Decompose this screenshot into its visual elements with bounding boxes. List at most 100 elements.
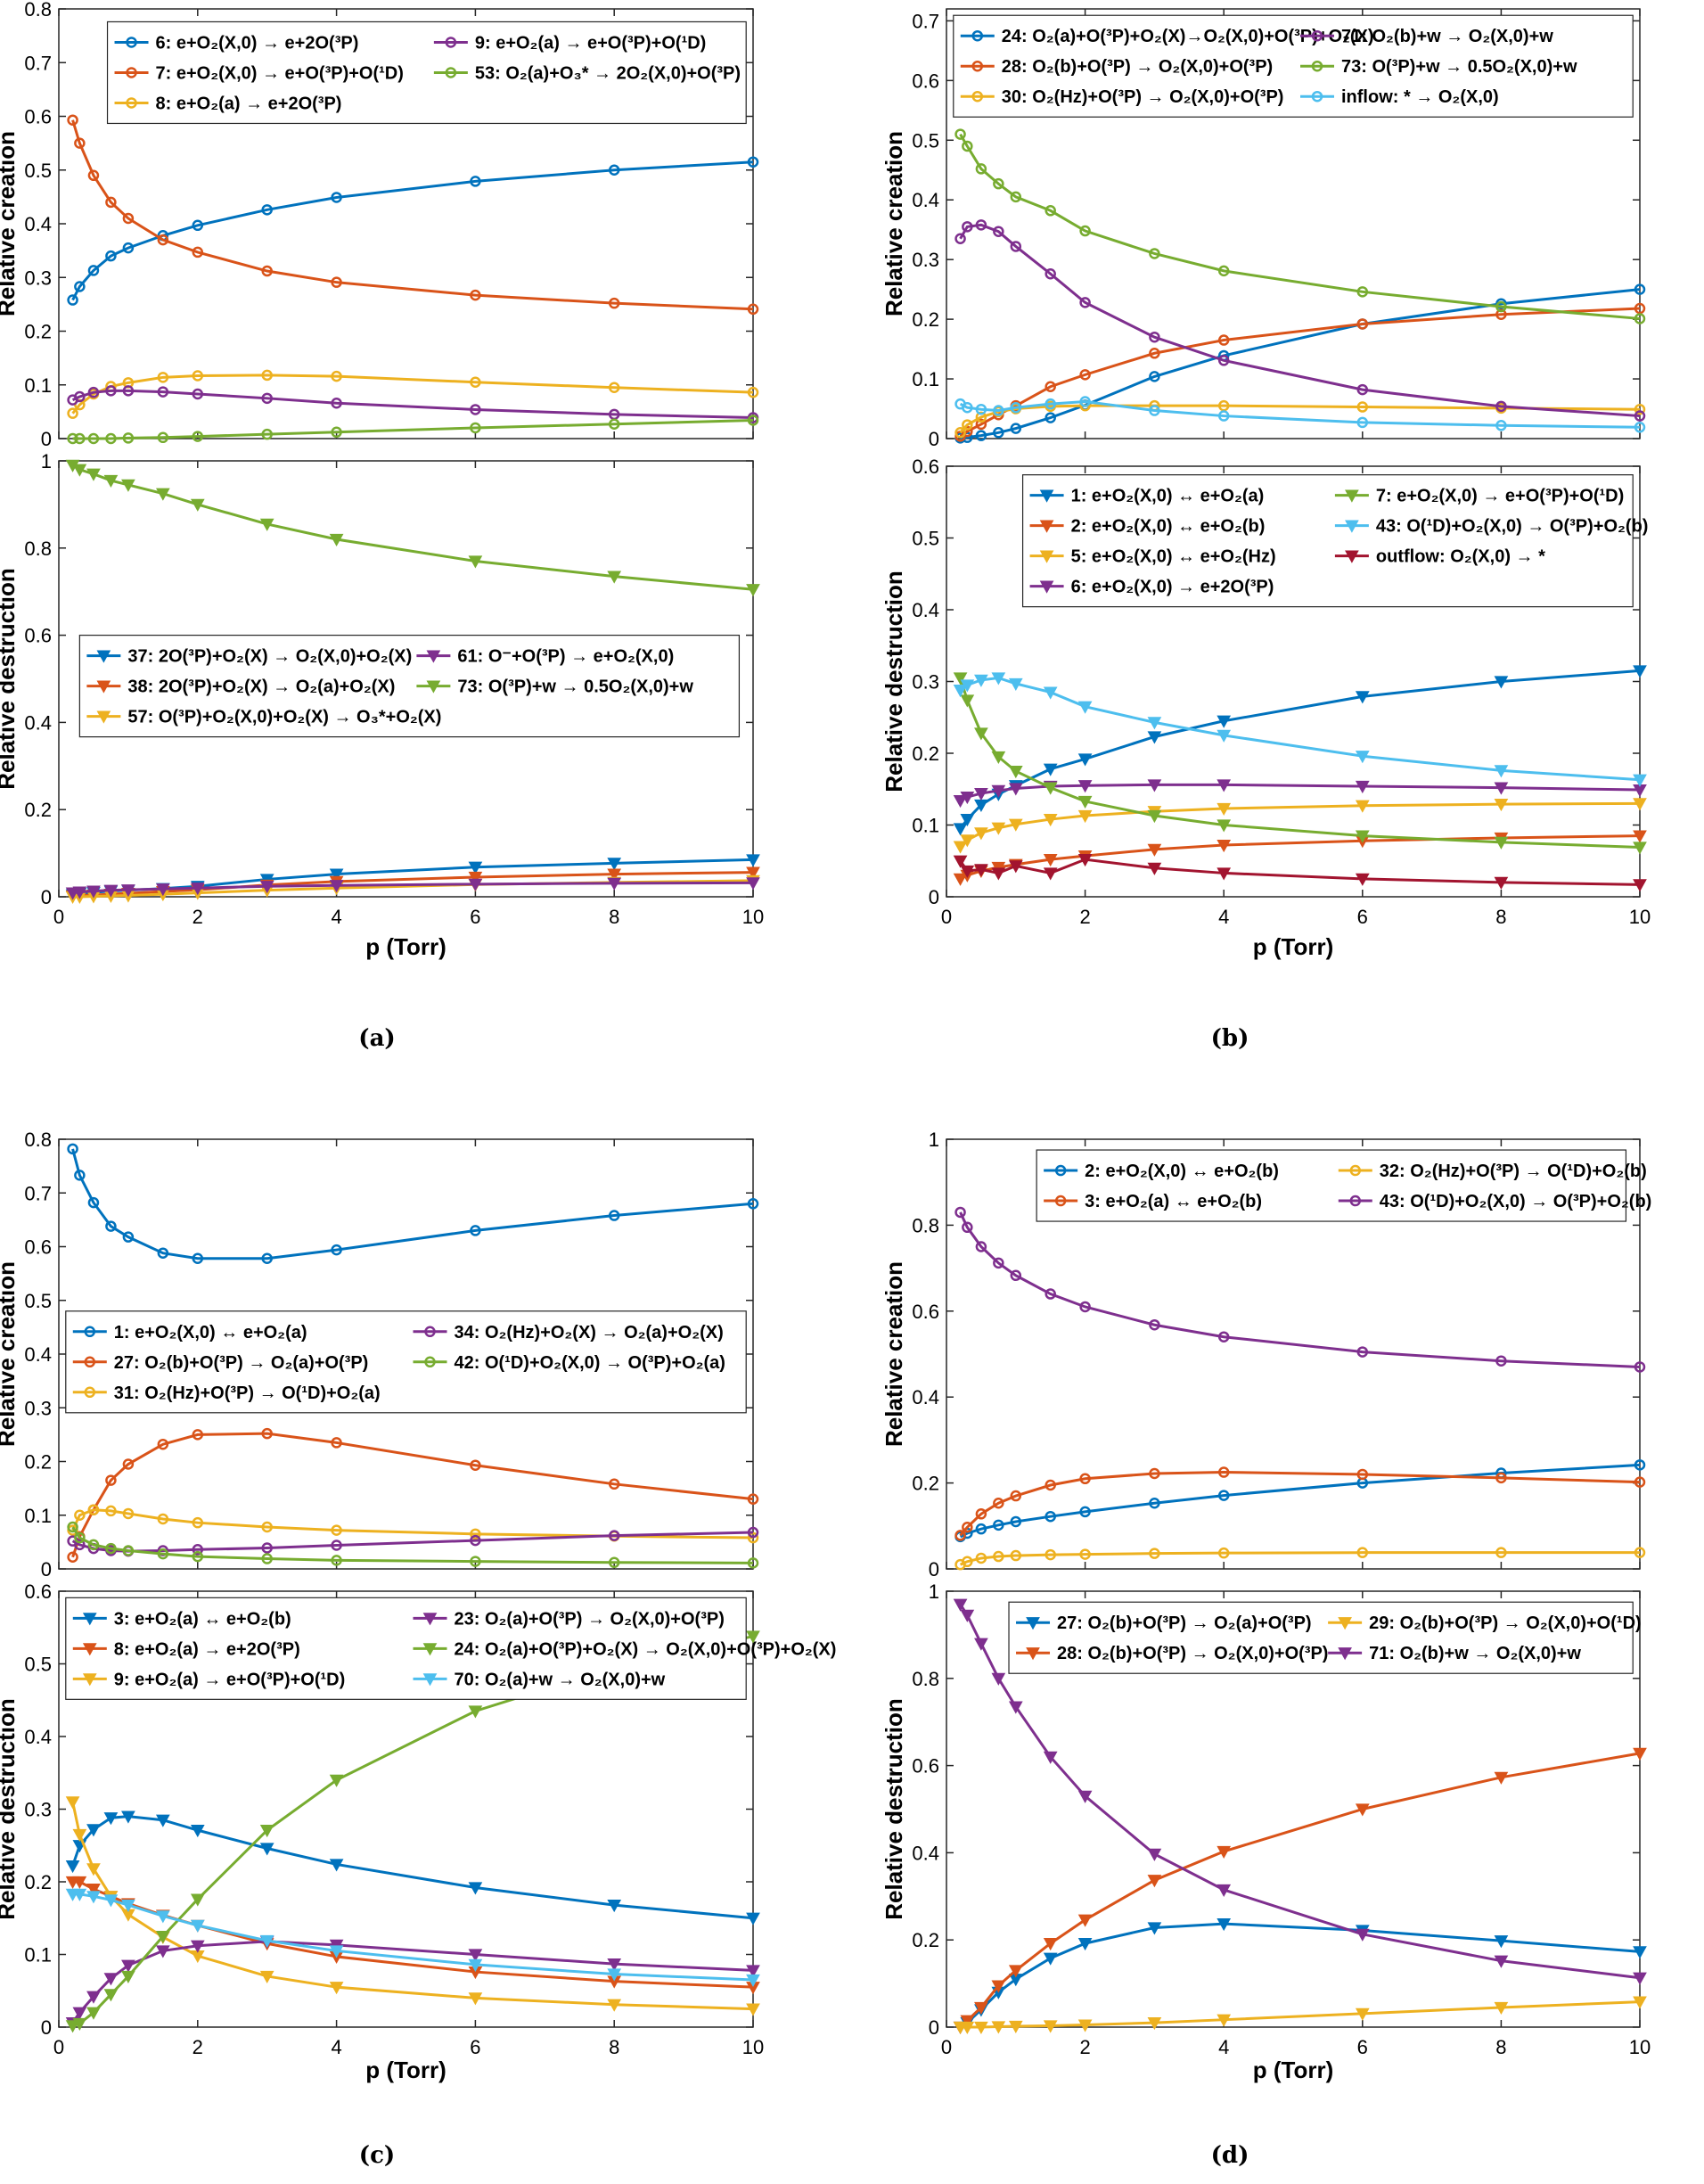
series-green (953, 672, 1647, 855)
data-point (1634, 1459, 1646, 1471)
data-point (1147, 809, 1162, 824)
chart-2-panel-0: 0 0.1 0.2 0.3 0.4 0.5 0.6 0.7 0.8 Relative creati… (0, 1129, 759, 1581)
legend: 1: e+O₂(X,0) ↔ e+O₂(a) 27: O₂(b)+O(³P) → … (65, 1310, 747, 1414)
data-point (87, 1196, 100, 1209)
data-point (1633, 1747, 1647, 1761)
legend-marker (422, 1643, 438, 1656)
data-point (954, 233, 966, 244)
data-point (261, 204, 273, 216)
y-tick-label: 0.6 (912, 456, 939, 478)
legend-marker (1026, 1647, 1040, 1661)
series-line (71, 1526, 754, 1564)
data-point (261, 1252, 273, 1265)
series-line (960, 2000, 1641, 2029)
data-point (105, 1474, 117, 1486)
data-point (156, 883, 170, 897)
data-point (86, 1991, 101, 2004)
data-point (105, 1220, 117, 1232)
series-line (71, 1815, 754, 1920)
data-point (261, 1521, 273, 1533)
data-point (975, 163, 987, 175)
data-point (607, 1958, 622, 1972)
x-tick-label: 4 (1218, 906, 1229, 928)
legend-box (65, 1310, 747, 1414)
data-point (1008, 783, 1023, 796)
data-point (103, 474, 119, 489)
data-point (468, 1949, 483, 1962)
y-tick-label: 0.1 (24, 374, 52, 397)
data-point (1356, 401, 1369, 413)
data-point (156, 1945, 170, 1958)
series-line (960, 288, 1641, 439)
data-point (746, 2003, 760, 2016)
series-line (72, 1880, 754, 1989)
data-point (468, 1958, 483, 1972)
legend-entry: 1: e+O₂(X,0) ↔ e+O₂(a) (114, 1323, 307, 1342)
legend-box (78, 634, 741, 738)
legend-marker (1345, 550, 1359, 563)
y-tick-label: 0 (929, 2016, 939, 2039)
data-point (331, 426, 342, 439)
series-green (65, 459, 760, 597)
data-point (468, 1705, 483, 1719)
x-tick-label: 6 (1357, 906, 1368, 928)
chart-3: 0 0.2 0.4 0.6 0.8 1 Relative creation 2: e+O₂(X… (881, 1129, 1651, 2169)
data-point (1045, 267, 1056, 280)
data-point (1149, 331, 1160, 343)
data-point (103, 1894, 119, 1908)
data-point (67, 114, 78, 126)
legend-entry: 73: O(³P)+w → 0.5O₂(X,0)+w (457, 677, 693, 697)
series-cyan (953, 672, 1647, 787)
series-green (954, 128, 1646, 324)
data-point (746, 1630, 760, 1644)
data-point (86, 1891, 101, 1904)
legend-marker (126, 97, 137, 109)
data-point (1010, 1490, 1022, 1502)
legend-box (65, 1597, 747, 1700)
y-tick-label: 0.6 (912, 70, 939, 92)
legend-marker (82, 1643, 97, 1656)
data-point (86, 1863, 101, 1876)
data-point (1147, 2017, 1162, 2031)
series-line (959, 801, 1641, 848)
data-point (991, 1672, 1006, 1686)
data-point (991, 784, 1006, 798)
data-point (65, 1796, 80, 1810)
data-point (1633, 774, 1647, 787)
y-tick-label: 0.6 (24, 625, 52, 647)
series-orange (953, 1747, 1647, 2035)
data-point (1217, 715, 1232, 728)
y-tick-label: 0.7 (24, 1182, 52, 1204)
data-point (747, 415, 759, 426)
data-point (1079, 369, 1091, 381)
data-point (1008, 1701, 1023, 1714)
data-point (122, 385, 135, 397)
data-point (975, 219, 987, 231)
series-line (71, 1508, 754, 1539)
data-point (1008, 766, 1023, 779)
data-point (261, 1553, 273, 1564)
data-point (1633, 665, 1647, 678)
data-point (1355, 1928, 1370, 1942)
y-tick-label: 0.4 (24, 1726, 52, 1748)
data-point (470, 422, 481, 434)
y-tick-label: 0.5 (912, 129, 939, 152)
series-line (959, 133, 1641, 320)
data-point (329, 1945, 344, 1958)
data-point (1043, 854, 1058, 867)
data-point (975, 418, 987, 431)
legend-marker (1054, 1164, 1067, 1177)
data-point (960, 679, 975, 693)
data-point (86, 1824, 101, 1837)
data-point (746, 1912, 760, 1925)
legend-box (106, 21, 747, 125)
series-purple (953, 779, 1647, 809)
series-line (959, 677, 1641, 849)
data-point (1008, 2020, 1023, 2034)
data-point (470, 1459, 481, 1471)
data-point (1355, 800, 1370, 813)
data-point (331, 276, 342, 288)
data-point (974, 2001, 988, 2016)
x-tick-label: 8 (609, 2036, 619, 2058)
